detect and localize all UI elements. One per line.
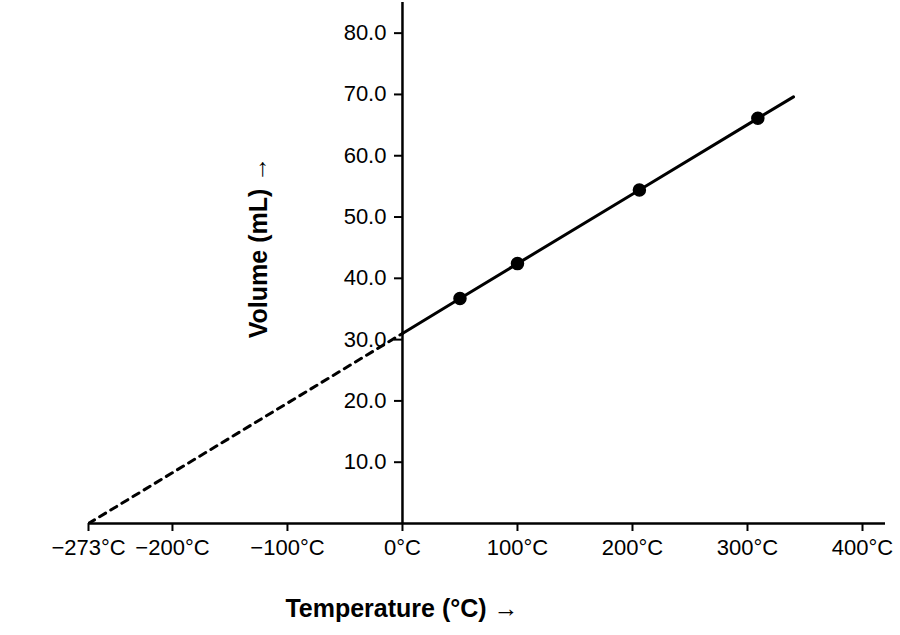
svg-text:70.0: 70.0	[344, 81, 387, 106]
svg-text:400°C: 400°C	[832, 535, 894, 560]
svg-text:Temperature (°C) →: Temperature (°C) →	[285, 594, 518, 622]
svg-text:−273°C: −273°C	[51, 535, 125, 560]
svg-text:Volume (mL) →: Volume (mL) →	[244, 157, 272, 338]
svg-text:40.0: 40.0	[344, 265, 387, 290]
svg-text:300°C: 300°C	[717, 535, 779, 560]
svg-text:60.0: 60.0	[344, 143, 387, 168]
svg-text:50.0: 50.0	[344, 204, 387, 229]
svg-text:−200°C: −200°C	[135, 535, 209, 560]
svg-text:200°C: 200°C	[602, 535, 664, 560]
svg-text:10.0: 10.0	[344, 449, 387, 474]
svg-text:100°C: 100°C	[487, 535, 549, 560]
svg-text:80.0: 80.0	[344, 20, 387, 45]
svg-text:30.0: 30.0	[344, 327, 387, 352]
svg-text:0°C: 0°C	[384, 535, 421, 560]
svg-text:20.0: 20.0	[344, 388, 387, 413]
svg-text:−100°C: −100°C	[250, 535, 324, 560]
